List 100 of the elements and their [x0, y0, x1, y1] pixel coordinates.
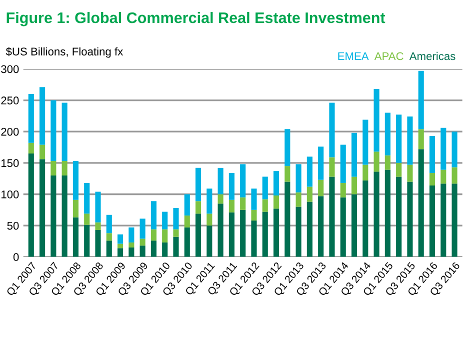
bar — [228, 200, 234, 212]
bar — [374, 89, 380, 152]
bar — [251, 220, 257, 257]
bar — [273, 208, 280, 257]
bar — [173, 208, 179, 230]
bar — [218, 194, 224, 204]
bar — [195, 201, 202, 214]
bar — [418, 70, 424, 130]
bar — [340, 144, 346, 183]
bar — [396, 162, 402, 177]
bar — [284, 129, 290, 166]
bar — [140, 246, 146, 257]
bar — [72, 200, 78, 218]
bar — [150, 229, 156, 241]
bar — [140, 218, 146, 239]
bar — [150, 240, 156, 257]
bar — [296, 192, 302, 207]
bar — [184, 194, 190, 216]
bar — [206, 214, 212, 226]
bar — [28, 94, 34, 143]
bar — [62, 175, 68, 257]
bar — [173, 236, 179, 257]
bar — [407, 116, 413, 165]
bar — [251, 188, 257, 210]
bar — [162, 242, 168, 257]
bar — [318, 180, 324, 196]
bar — [351, 194, 358, 257]
bar — [72, 161, 78, 200]
bar — [106, 233, 112, 241]
bar — [452, 167, 458, 184]
bar — [72, 217, 78, 257]
bar — [362, 164, 368, 180]
bar — [206, 226, 212, 257]
bar — [50, 175, 56, 257]
bar — [206, 188, 212, 214]
bar — [150, 201, 156, 230]
y-axis-title: $US Billions, Floating fx — [6, 47, 124, 58]
bar — [140, 238, 146, 246]
bar — [184, 227, 190, 257]
bar — [218, 204, 224, 257]
bar — [128, 227, 134, 242]
bar — [84, 224, 90, 257]
bar — [117, 248, 124, 257]
y-tick-label: 100 — [1, 190, 19, 198]
bar — [262, 176, 268, 200]
y-tick-label: 50 — [7, 222, 19, 230]
text: EMEA — [338, 52, 369, 60]
bar — [306, 156, 312, 187]
bar — [306, 202, 312, 257]
bar — [50, 100, 56, 162]
bar — [407, 164, 413, 182]
bar — [84, 214, 90, 225]
bar — [251, 210, 257, 221]
bar — [329, 157, 335, 177]
text: Americas — [409, 52, 456, 60]
bar — [84, 182, 90, 214]
bar — [407, 182, 413, 257]
bar — [429, 172, 436, 186]
y-tick-label: 0 — [13, 253, 19, 262]
bar — [128, 247, 134, 257]
bar — [296, 164, 302, 192]
bar — [62, 102, 68, 162]
bar — [318, 196, 324, 257]
bar — [362, 180, 368, 257]
bar — [396, 176, 402, 257]
bar — [95, 230, 101, 257]
bar — [296, 206, 302, 257]
bar — [362, 120, 368, 165]
bar — [195, 214, 202, 257]
bar — [95, 222, 101, 230]
bar — [195, 168, 202, 202]
bar — [228, 212, 234, 257]
bar — [374, 172, 380, 257]
bar — [95, 192, 101, 222]
bar — [28, 154, 34, 257]
bar — [452, 184, 458, 257]
bar — [240, 164, 246, 198]
bar — [284, 182, 290, 257]
bar — [396, 114, 402, 163]
bar — [429, 185, 436, 257]
bar — [40, 87, 46, 145]
bar — [384, 170, 390, 257]
bar — [329, 102, 335, 158]
bar — [162, 229, 168, 242]
bar — [162, 212, 168, 230]
bar — [429, 136, 436, 173]
bar — [228, 172, 234, 200]
bar — [40, 144, 46, 160]
bar — [262, 212, 268, 257]
bar — [106, 240, 112, 257]
chart-title: Figure 1: Global Commercial Real Estate Investment — [6, 12, 386, 26]
bar — [28, 142, 34, 154]
y-tick-label: 250 — [1, 96, 19, 104]
bar — [117, 234, 124, 244]
y-tick-label: 200 — [1, 128, 19, 136]
bar — [452, 132, 458, 168]
bar — [340, 182, 346, 198]
bar — [262, 199, 268, 212]
bar — [240, 197, 246, 210]
y-tick-label: 300 — [1, 65, 19, 74]
